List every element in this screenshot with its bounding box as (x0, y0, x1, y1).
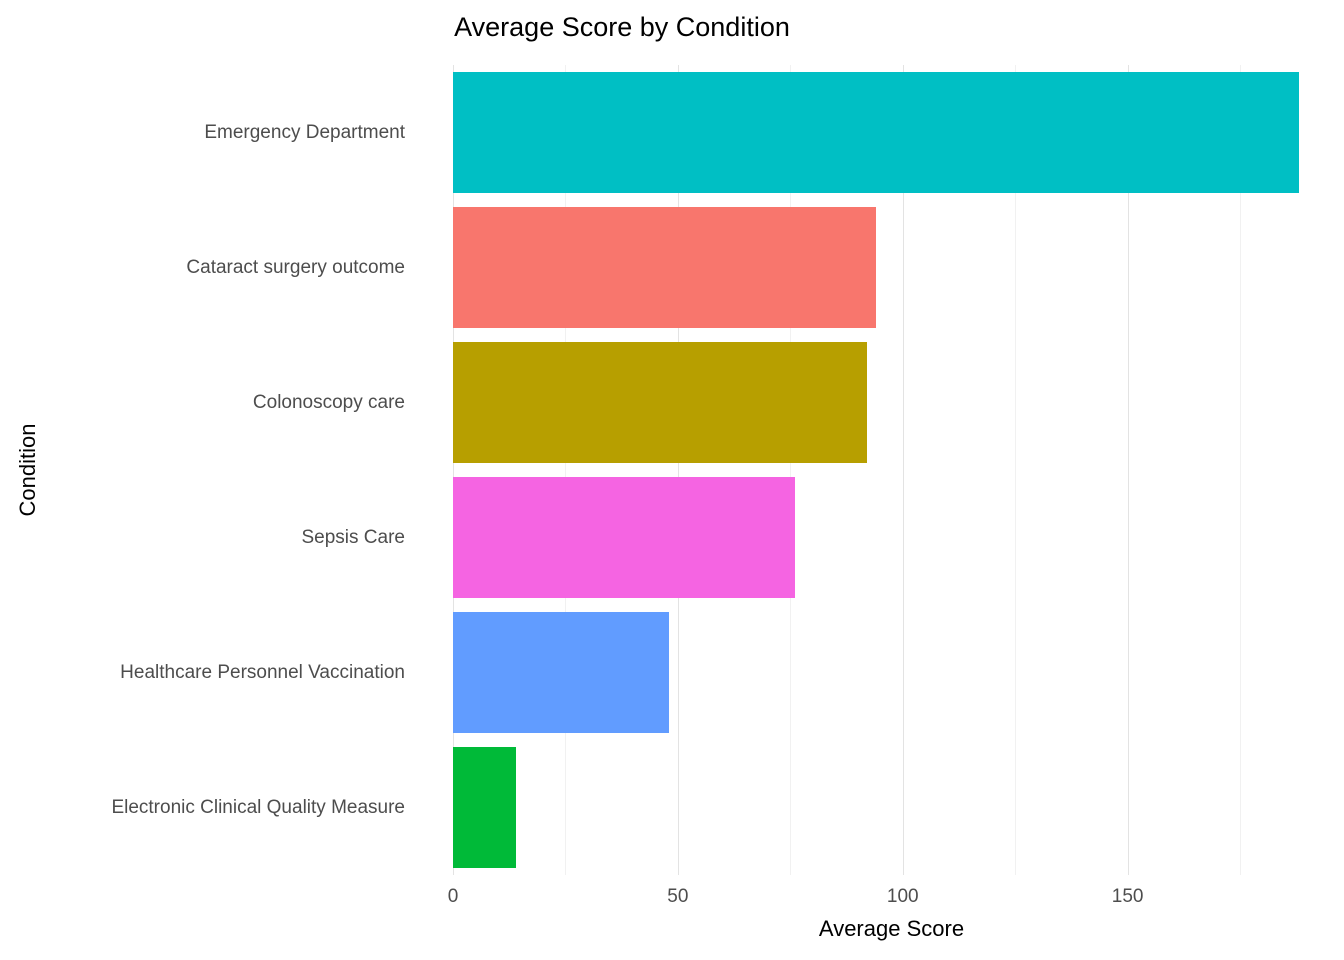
major-gridline (1127, 65, 1129, 875)
major-gridline (677, 65, 679, 875)
plot-panel (453, 65, 1330, 875)
bar (453, 341, 867, 464)
x-axis-tick-labels: 0 50 100 150 (448, 886, 1330, 910)
minor-gridline (1015, 65, 1017, 875)
minor-gridline (565, 65, 567, 875)
x-tick-label: 150 (1111, 886, 1144, 907)
category-label: Cataract surgery outcome (186, 256, 405, 278)
bar (453, 611, 669, 734)
category-label: Electronic Clinical Quality Measure (111, 796, 405, 818)
category-label: Sepsis Care (301, 526, 406, 548)
category-label: Emergency Department (204, 121, 405, 143)
bar (453, 476, 795, 599)
x-tick-label: 100 (886, 886, 919, 907)
category-label: Healthcare Personnel Vaccination (120, 661, 405, 683)
chart-title: Average Score by Condition (454, 12, 790, 42)
bar (453, 746, 516, 869)
major-gridline (902, 65, 904, 875)
x-tick-label: 0 (447, 886, 459, 907)
bar (453, 71, 1299, 194)
category-label: Colonoscopy care (252, 391, 405, 413)
x-tick-label: 50 (667, 886, 689, 907)
bar (453, 206, 876, 329)
major-gridline (453, 65, 454, 875)
y-axis-category-labels: Emergency Department Cataract surgery out… (0, 65, 405, 875)
minor-gridline (1240, 65, 1242, 875)
minor-gridline (790, 65, 792, 875)
x-axis-title: Average Score (818, 916, 965, 941)
